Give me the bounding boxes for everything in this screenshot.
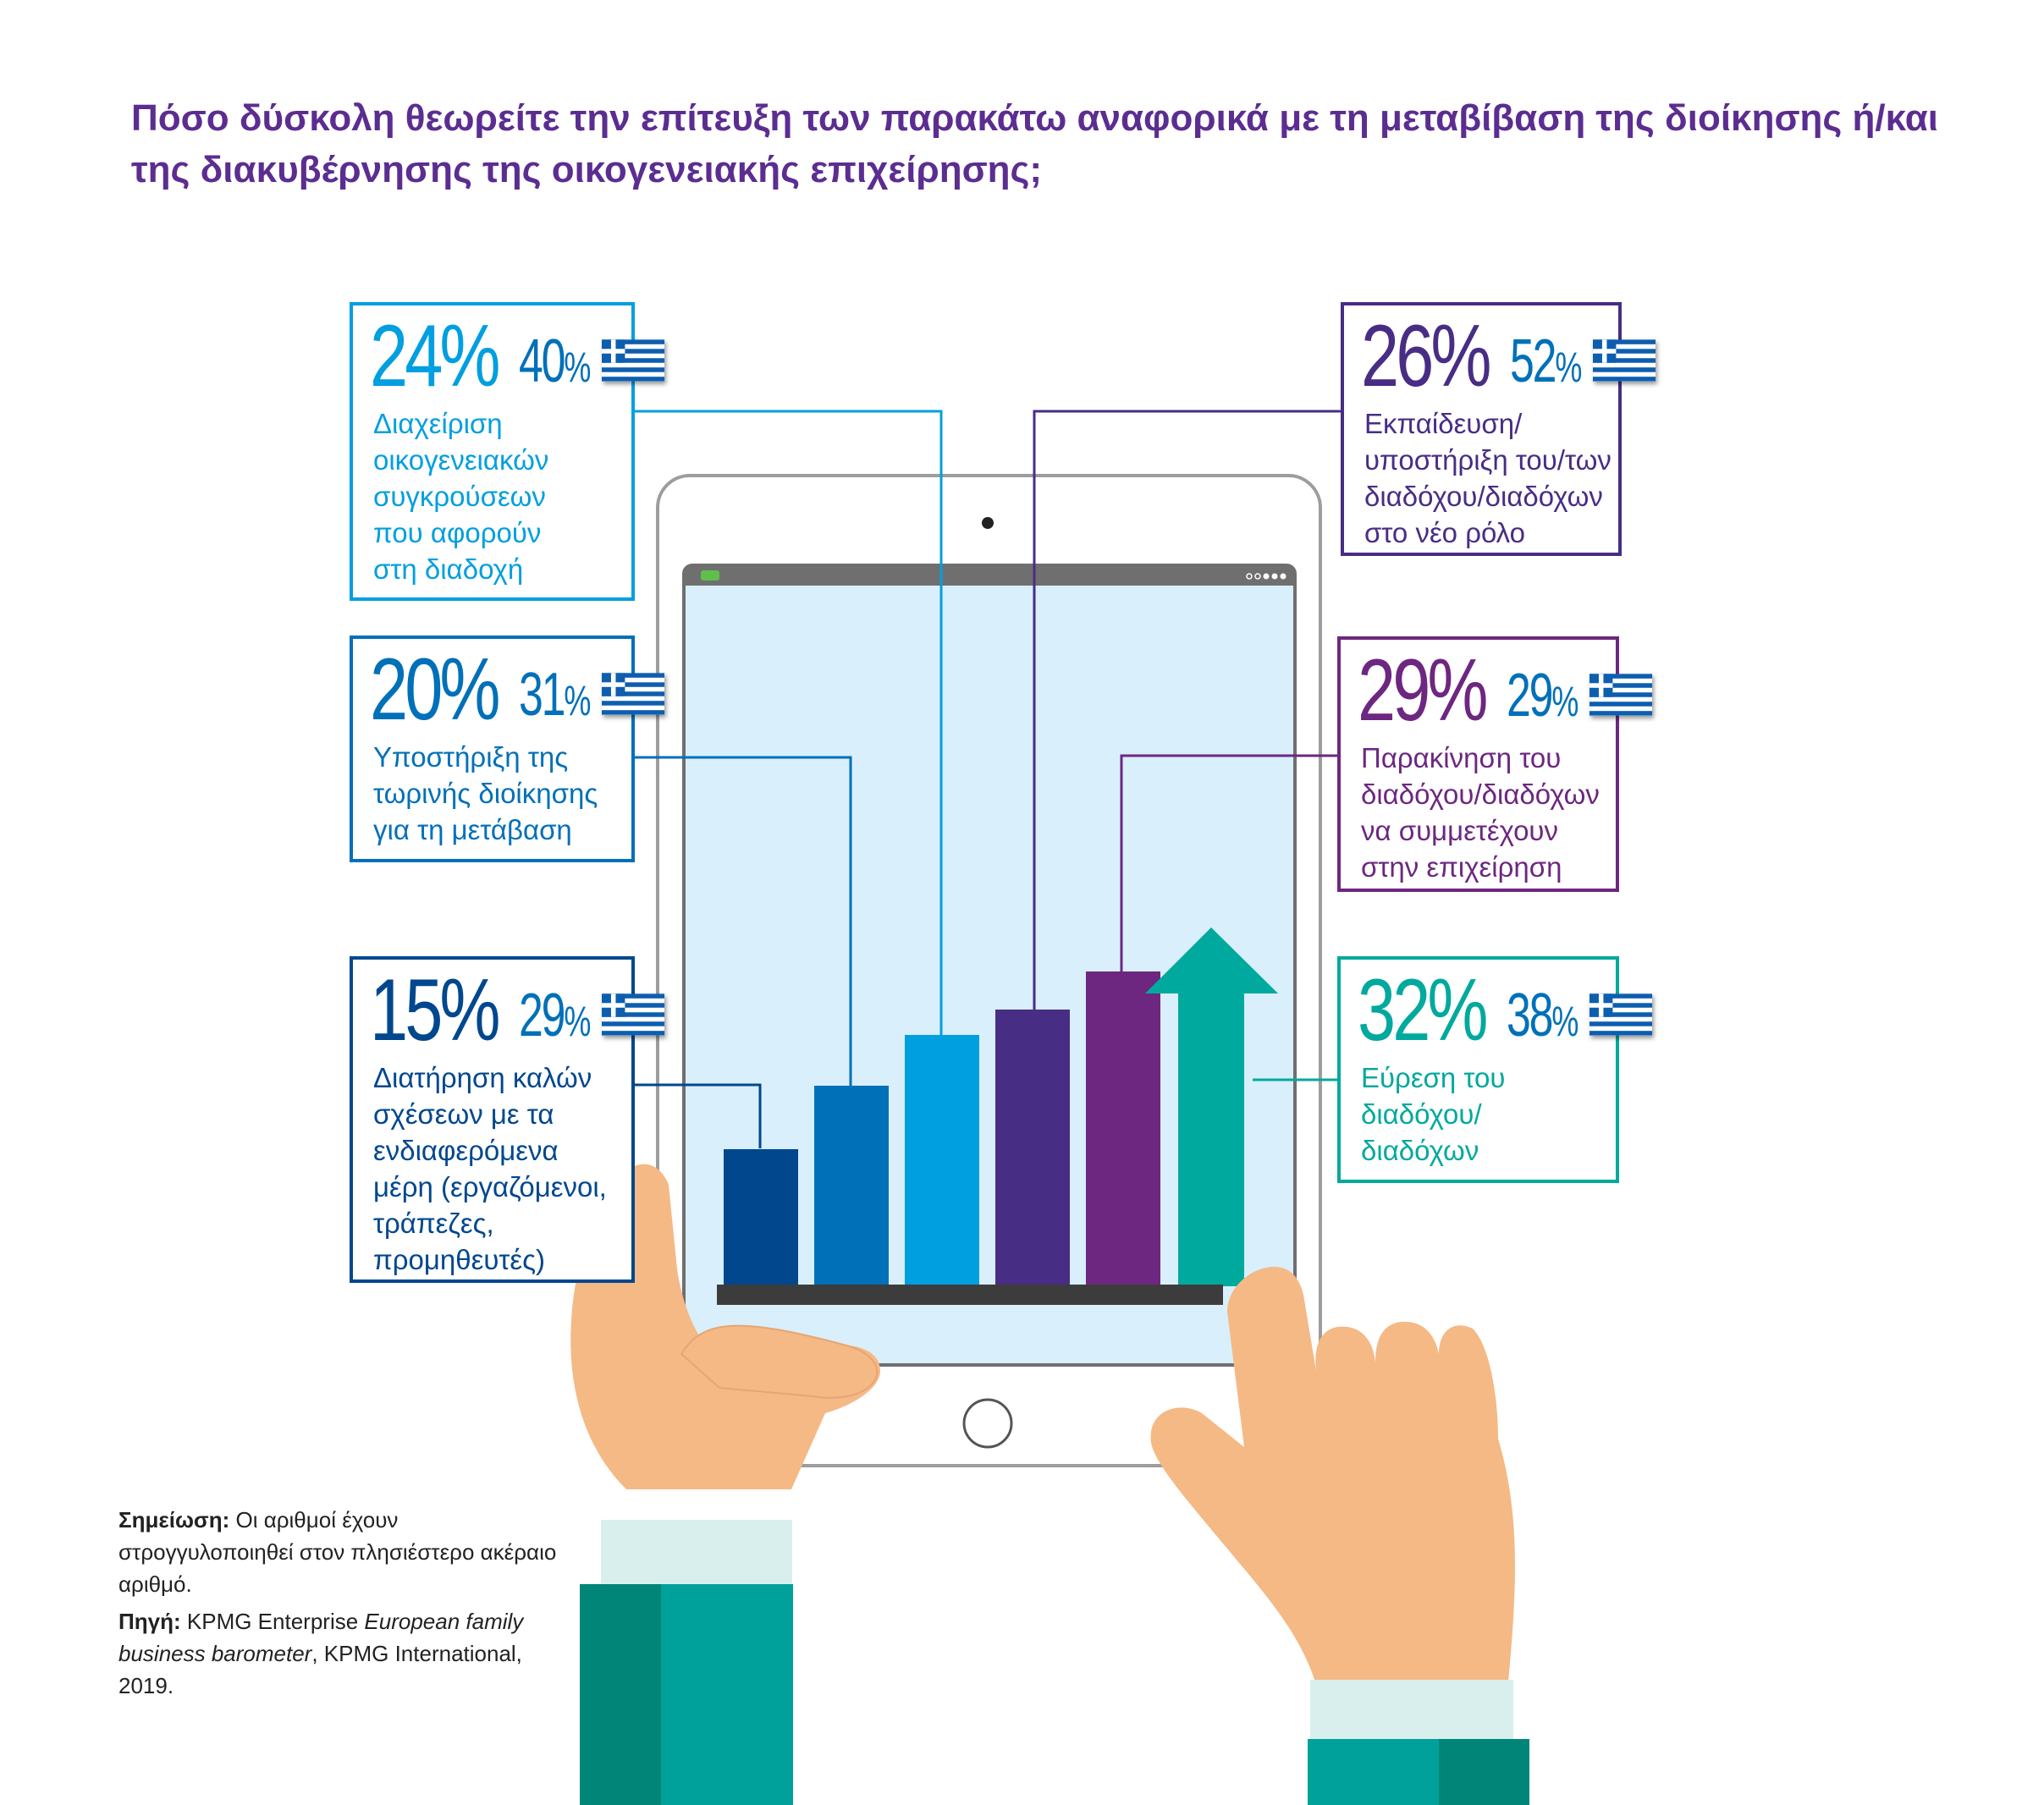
- footnotes: Σημείωση: Οι αριθμοί έχουν στρογγυλοποιη…: [118, 1504, 559, 1707]
- stat-box-finding-successor: 32% 38% Εύρεση του διαδόχου/διαδόχων: [1337, 956, 1652, 1183]
- greek-flag-icon: [1593, 339, 1656, 382]
- home-button-icon: [962, 1398, 1013, 1449]
- chart-bar: [905, 1035, 979, 1285]
- connector-line: [635, 1083, 762, 1148]
- europe-percentage: 29%: [1358, 641, 1489, 740]
- category-label: Διατήρηση καλών σχέσεων με τα ενδιαφερόμεν…: [373, 1062, 607, 1275]
- europe-percentage: 26%: [1361, 307, 1492, 405]
- page-title: Πόσο δύσκολη θεωρείτε την επίτευξη των π…: [131, 97, 1938, 190]
- left-hand: [570, 1164, 880, 1805]
- greek-flag-icon: [602, 339, 664, 382]
- greece-percentage: 29%: [519, 982, 591, 1049]
- tablet-camera: [982, 517, 994, 529]
- connector-line: [1120, 754, 1341, 1022]
- greek-flag-icon: [1589, 674, 1652, 716]
- stat-box-successor-training: 26% 52% Εκπαίδευση/υποστήριξη του/των δια…: [1341, 302, 1656, 556]
- category-label: Εύρεση του διαδόχου/διαδόχων: [1361, 1062, 1506, 1166]
- category-label: Διαχείριση οικογενειακών συγκρούσεων που αφ…: [373, 408, 549, 585]
- greece-percentage: 31%: [519, 661, 591, 729]
- chart-bar: [724, 1149, 798, 1285]
- stat-box-successor-motivation: 29% 29% Παρακίνηση του διαδόχου/διαδόχων ν…: [1337, 636, 1652, 892]
- note: Σημείωση: Οι αριθμοί έχουν στρογγυλοποιη…: [118, 1507, 557, 1597]
- connector-line: [635, 410, 943, 1068]
- chart-baseline: [717, 1285, 1223, 1305]
- trend-arrow: [1145, 927, 1278, 1286]
- chart-bar: [1086, 971, 1160, 1285]
- greek-flag-icon: [602, 673, 664, 715]
- greece-percentage: 29%: [1507, 662, 1578, 729]
- source: Πηγή: KPMG Enterprise European family bu…: [118, 1609, 524, 1698]
- greece-percentage: 52%: [1510, 327, 1582, 395]
- battery-icon: [701, 570, 719, 581]
- category-label: Εκπαίδευση/υποστήριξη του/των διαδόχου/δι…: [1364, 408, 1612, 548]
- stat-box-family-conflicts: 24% 40% Διαχείριση οικογενειακών συγκρούσε…: [350, 302, 664, 601]
- category-label: Υποστήριξη της τωρινής διοίκησης για τη με…: [373, 741, 598, 845]
- greece-percentage: 40%: [519, 327, 591, 395]
- connector-line: [635, 756, 852, 1104]
- greek-flag-icon: [1589, 993, 1652, 1036]
- chart-bar: [995, 1010, 1070, 1285]
- europe-percentage: 20%: [370, 641, 501, 739]
- greek-flag-icon: [602, 993, 664, 1036]
- europe-percentage: 15%: [370, 961, 501, 1059]
- right-hand: [1150, 1267, 1529, 1805]
- signal-dots-icon: [1246, 573, 1286, 580]
- tablet-status-bar: [684, 565, 1295, 586]
- greece-percentage: 38%: [1507, 982, 1578, 1049]
- stat-box-current-management: 20% 31% Υποστήριξη της τωρινής διοίκησης γ…: [350, 636, 664, 862]
- category-label: Παρακίνηση του διαδόχου/διαδόχων να συμμετ…: [1361, 742, 1600, 883]
- stat-box-stakeholder-relations: 15% 29% Διατήρηση καλών σχέσεων με τα ενδι…: [350, 956, 664, 1283]
- europe-percentage: 24%: [370, 307, 501, 405]
- europe-percentage: 32%: [1358, 961, 1489, 1059]
- connector-line: [1033, 410, 1341, 1049]
- chart-bar: [814, 1086, 889, 1285]
